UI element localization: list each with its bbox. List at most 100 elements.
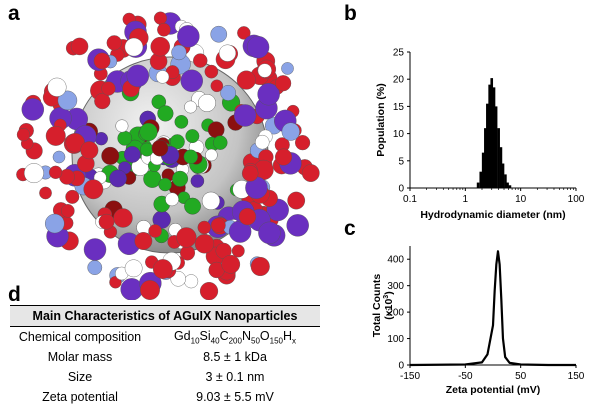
histogram-bar: [484, 128, 487, 188]
atom: [153, 11, 168, 25]
atom: [220, 85, 237, 101]
atom: [139, 122, 158, 142]
atom: [184, 100, 197, 114]
formula-subscript: x: [292, 336, 297, 346]
y-tick-label: 300: [387, 281, 404, 292]
atom: [23, 163, 44, 184]
y-tick-label: 25: [393, 48, 405, 59]
panel-label-d: d: [8, 283, 21, 306]
formula-subscript: 200: [228, 336, 242, 346]
atom: [39, 186, 52, 200]
histogram-bar: [486, 103, 489, 188]
atom: [52, 150, 66, 164]
atom: [221, 254, 241, 274]
atom: [117, 130, 133, 146]
atom: [177, 25, 200, 48]
atom: [45, 125, 66, 146]
table-row: Molar mass 8.5 ± 1 kDa: [10, 347, 320, 367]
row-value: 8.5 ± 1 kDa: [203, 350, 267, 364]
atom: [124, 37, 144, 57]
atom: [241, 165, 259, 182]
atom: [275, 75, 292, 92]
histogram-bar: [508, 185, 512, 188]
table-row: Zeta potential 9.03 ± 5.5 mV: [10, 387, 320, 407]
atom: [83, 179, 104, 200]
y-tick-label: 200: [387, 308, 404, 319]
table-title: Main Characteristics of AGuIX Nanopartic…: [10, 305, 320, 327]
atom: [246, 35, 270, 59]
atom: [157, 22, 171, 37]
atom: [106, 35, 122, 51]
x-tick-label: 0.1: [403, 194, 417, 205]
atom: [190, 174, 205, 188]
atom: [194, 234, 215, 254]
atom: [115, 119, 129, 133]
atom: [152, 259, 173, 279]
formula-subscript: 150: [269, 336, 283, 346]
row-label: Molar mass: [47, 350, 113, 364]
row-value: 3 ± 0.1 nm: [205, 370, 265, 384]
atom: [275, 148, 293, 166]
x-axis-label: Zeta potential (mV): [446, 384, 541, 396]
atom: [70, 37, 89, 56]
characteristics-table: Main Characteristics of AGuIX Nanopartic…: [10, 305, 320, 407]
x-tick-label: -150: [400, 371, 420, 382]
row-label: Size: [67, 370, 93, 384]
formula-subscript: 40: [210, 336, 220, 346]
atom: [183, 149, 198, 164]
x-tick-label: 1: [463, 194, 469, 205]
atom: [174, 115, 189, 129]
atom: [207, 121, 225, 139]
atom: [109, 169, 127, 188]
nanoparticle-illustration: [16, 11, 320, 300]
atom: [65, 189, 80, 204]
histogram-bar: [492, 87, 496, 188]
x-tick-label: -50: [458, 371, 473, 382]
atom: [45, 213, 65, 234]
histogram-bar: [476, 182, 480, 188]
atom: [295, 135, 311, 151]
formula-subscript: 10: [190, 336, 200, 346]
atom: [151, 139, 169, 157]
atom: [184, 274, 199, 289]
atom: [48, 165, 63, 179]
atom: [258, 221, 281, 245]
formula-subscript: 50: [251, 336, 260, 346]
atom: [57, 90, 78, 111]
x-tick-label: 150: [568, 371, 585, 382]
y-tick-label: 20: [393, 75, 405, 86]
chemical-formula: Gd10Si40C200N50O150Hx: [173, 328, 297, 346]
atom: [94, 93, 111, 110]
atom: [98, 213, 115, 230]
y-tick-label: 5: [398, 156, 404, 167]
histogram-bar: [479, 171, 483, 188]
atom: [193, 53, 208, 68]
y-tick-label: 100: [387, 334, 404, 345]
histogram-bar: [497, 128, 500, 188]
atom: [157, 105, 174, 122]
atom: [148, 224, 162, 238]
x-tick-label: 100: [568, 194, 585, 205]
atom: [93, 52, 111, 70]
atom: [101, 81, 116, 96]
atom: [236, 70, 256, 90]
atom: [169, 134, 185, 150]
y-tick-label: 0: [398, 184, 404, 195]
atom: [250, 257, 270, 277]
y-tick-label: 400: [387, 255, 404, 266]
atom: [201, 191, 221, 211]
atom: [287, 191, 306, 210]
x-axis-label: Hydrodynamic diameter (nm): [420, 209, 565, 221]
atom: [281, 62, 294, 75]
atom: [210, 25, 228, 43]
row-label: Zeta potential: [42, 390, 118, 404]
atom: [87, 260, 103, 275]
panel-label-a: a: [8, 2, 20, 25]
atom: [218, 44, 237, 62]
zeta-series-line: [409, 250, 576, 367]
atom: [210, 217, 226, 233]
atom: [80, 141, 99, 160]
atom: [257, 63, 272, 78]
table-row: Size 3 ± 0.1 nm: [10, 367, 320, 387]
atom: [123, 146, 141, 163]
